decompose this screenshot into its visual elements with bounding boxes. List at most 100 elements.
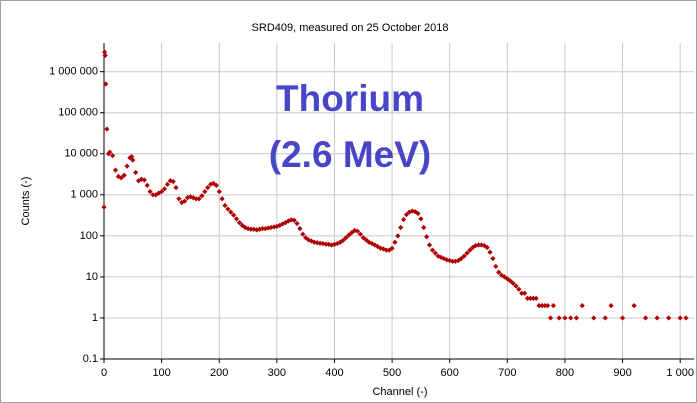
data-point: [141, 177, 147, 183]
data-point: [487, 249, 493, 255]
data-point: [562, 315, 568, 321]
chart-title: SRD409, measured on 25 October 2018: [252, 22, 449, 34]
data-point: [231, 212, 237, 218]
data-point: [398, 224, 404, 231]
data-point: [415, 210, 421, 217]
data-point: [490, 255, 496, 262]
data-point: [429, 247, 436, 253]
data-point: [133, 169, 139, 176]
data-point: [666, 315, 672, 321]
data-point: [654, 315, 660, 321]
data-point: [219, 196, 225, 202]
data-point: [403, 211, 410, 218]
data-point: [196, 196, 202, 202]
data-point: [291, 217, 297, 223]
data-point: [458, 255, 464, 262]
data-point: [170, 178, 176, 185]
data-point: [556, 315, 562, 321]
data-point: [102, 52, 108, 58]
x-tick-label: 1 000: [666, 367, 694, 379]
annotation: (2.6 MeV): [269, 134, 431, 175]
y-tick-label: 100: [80, 230, 98, 242]
data-point: [346, 232, 352, 238]
data-point: [147, 188, 153, 195]
data-point: [547, 315, 554, 321]
data-point: [297, 226, 303, 232]
data-point: [354, 228, 361, 234]
x-tick-label: 500: [383, 367, 401, 379]
y-tick-label: 0.1: [83, 353, 98, 365]
data-point: [193, 196, 199, 202]
data-point: [118, 175, 124, 181]
data-point: [357, 231, 363, 237]
data-point: [424, 234, 430, 240]
x-tick-label: 0: [101, 367, 107, 379]
data-point: [205, 184, 211, 191]
data-point: [173, 184, 179, 191]
data-point: [401, 216, 407, 223]
data-point: [545, 302, 551, 309]
data-point: [475, 242, 482, 248]
data-point: [591, 315, 597, 321]
data-point: [225, 206, 231, 212]
annotation: Thorium: [276, 78, 424, 119]
plot-area: [104, 43, 694, 359]
data-point: [164, 181, 170, 187]
data-point: [130, 157, 136, 163]
data-point: [107, 149, 113, 155]
x-tick-label: 100: [152, 367, 170, 379]
data-point: [124, 163, 130, 169]
data-point: [493, 263, 499, 270]
x-axis-label: Channel (-): [372, 386, 427, 398]
x-tick-label: 700: [498, 367, 516, 379]
data-point: [343, 235, 349, 241]
data-point: [464, 250, 470, 256]
data-point: [449, 258, 456, 264]
data-point: [176, 196, 182, 202]
data-point: [467, 247, 473, 253]
data-point: [103, 81, 109, 87]
x-tick-label: 200: [210, 367, 228, 379]
x-tick-label: 400: [325, 367, 343, 379]
data-point: [202, 188, 208, 195]
data-point: [104, 126, 110, 132]
data-point: [159, 188, 165, 195]
data-point: [573, 315, 580, 321]
data-point: [461, 253, 467, 259]
data-point: [533, 295, 539, 301]
y-axis-label: Counts (-): [20, 177, 32, 226]
data-point: [389, 245, 395, 251]
data-point: [418, 216, 424, 222]
data-point: [527, 295, 533, 301]
data-point: [524, 295, 531, 301]
data-point: [300, 231, 306, 237]
x-tick-label: 800: [556, 367, 574, 379]
data-point: [496, 269, 502, 275]
data-point: [602, 315, 608, 321]
data-point: [519, 290, 525, 296]
x-tick-label: 900: [613, 367, 631, 379]
data-point: [579, 302, 585, 309]
data-point: [677, 315, 683, 321]
data-point: [317, 240, 323, 246]
data-point: [536, 302, 542, 309]
data-point: [259, 226, 266, 232]
y-tick-label: 10 000: [64, 148, 98, 160]
data-point: [421, 224, 427, 231]
data-point: [222, 202, 228, 209]
y-tick-label: 100 000: [58, 107, 98, 119]
x-tick-label: 600: [441, 367, 459, 379]
data-point: [383, 247, 389, 253]
data-point: [340, 237, 346, 243]
data-point: [516, 286, 522, 292]
data-point: [432, 250, 438, 256]
y-tick-label: 1: [92, 312, 98, 324]
data-point: [683, 315, 689, 321]
data-point: [542, 302, 548, 309]
data-point: [144, 182, 150, 188]
data-point: [110, 153, 116, 159]
data-point: [248, 226, 254, 232]
x-tick-label: 300: [268, 367, 286, 379]
data-point: [608, 302, 614, 309]
data-point: [199, 193, 205, 199]
